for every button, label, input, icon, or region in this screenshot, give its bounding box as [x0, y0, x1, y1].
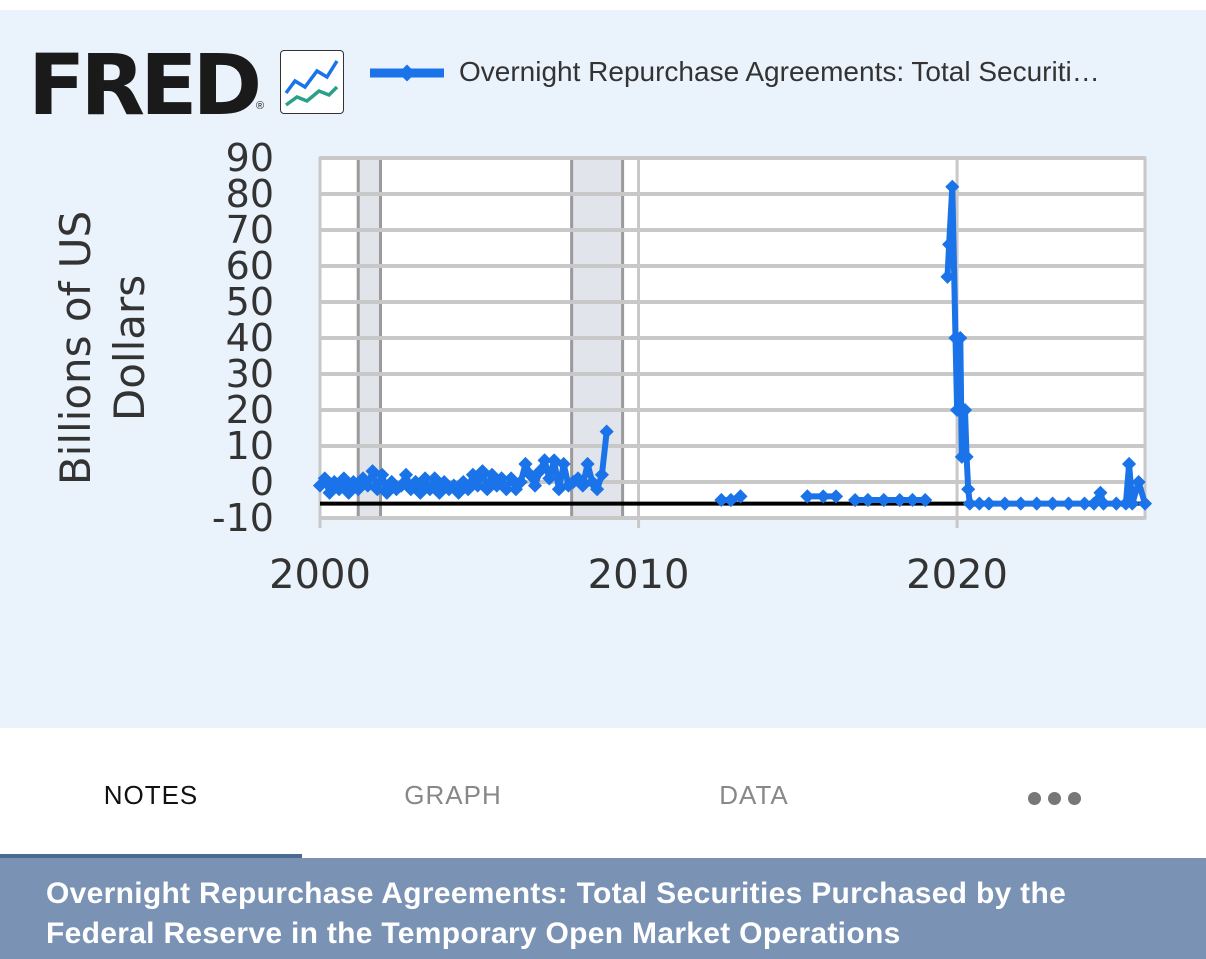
data-point — [828, 489, 844, 504]
y-tick-label: 10 — [226, 424, 274, 468]
data-point — [940, 269, 955, 284]
chart-legend[interactable]: Overnight Repurchase Agreements: Total S… — [370, 52, 1190, 92]
data-point — [518, 456, 533, 472]
data-point — [918, 492, 933, 508]
x-tick-label: 2000 — [269, 552, 371, 598]
y-tick-label: -10 — [212, 496, 274, 540]
data-point — [537, 453, 552, 468]
data-point — [733, 489, 748, 504]
y-tick-label: 90 — [226, 136, 274, 180]
series-title-bar: Overnight Repurchase Agreements: Total S… — [0, 858, 1206, 959]
data-point — [961, 482, 976, 497]
plot-frame — [318, 156, 1147, 520]
legend-series-swatch — [370, 64, 444, 82]
chart-panel: 90 80 70 60 50 40 30 20 10 0 -10 2000 2010 2020 Billi… — [0, 10, 1206, 728]
data-point — [1077, 496, 1092, 511]
y-tick-label: 0 — [250, 460, 274, 504]
data-point — [876, 492, 891, 508]
registered-mark: ® — [256, 100, 265, 112]
data-point — [860, 492, 875, 508]
y-tick-label: 50 — [226, 280, 274, 324]
y-axis-label: Billions of US Dollars — [51, 211, 154, 485]
y-tick-label: 30 — [226, 352, 274, 396]
data-point — [532, 464, 547, 479]
data-point — [942, 237, 957, 252]
data-point — [556, 456, 571, 472]
tab-data[interactable]: DATA — [719, 780, 789, 810]
data-point — [972, 496, 987, 511]
data-point — [950, 402, 965, 418]
y-tick-label: 80 — [226, 172, 274, 216]
data-point — [800, 489, 815, 504]
x-tick-label: 2010 — [588, 552, 690, 598]
data-point — [957, 402, 973, 418]
tab-graph[interactable]: GRAPH — [404, 780, 502, 810]
fred-logo-text: FRED — [28, 36, 262, 134]
series-title: Overnight Repurchase Agreements: Total S… — [46, 877, 1067, 950]
data-point — [1137, 496, 1153, 511]
tab-notes[interactable]: NOTES — [103, 780, 199, 810]
x-tick-label: 2020 — [906, 552, 1008, 598]
data-point — [1109, 496, 1124, 511]
data-point — [981, 496, 996, 511]
y-tick-label: 60 — [226, 244, 274, 288]
data-point — [1093, 485, 1108, 500]
data-point — [905, 492, 920, 508]
data-point — [959, 449, 974, 464]
data-point — [418, 471, 433, 486]
more-horizontal-icon[interactable] — [1020, 792, 1090, 806]
data-point — [599, 424, 614, 439]
data-point — [848, 492, 863, 508]
data-point — [580, 456, 595, 472]
tab-bar: NOTES GRAPH DATA — [0, 728, 1206, 858]
y-tick-label: 40 — [226, 316, 274, 360]
legend-series-label: Overnight Repurchase Agreements: Total S… — [459, 56, 1100, 87]
data-point — [945, 179, 960, 194]
data-point — [953, 330, 968, 346]
y-tick-label: 20 — [226, 388, 274, 432]
data-point — [1122, 456, 1137, 472]
data-point — [1061, 496, 1076, 511]
data-point — [499, 482, 514, 497]
y-tick-label: 70 — [226, 208, 274, 252]
data-point — [527, 478, 543, 493]
data-point — [997, 496, 1012, 511]
data-point — [1096, 496, 1111, 511]
data-point — [513, 474, 528, 490]
fred-chart-logo-icon — [280, 50, 344, 114]
data-point — [816, 489, 831, 504]
data-point — [590, 482, 605, 497]
active-tab-indicator — [0, 854, 302, 858]
data-point — [1045, 496, 1060, 511]
